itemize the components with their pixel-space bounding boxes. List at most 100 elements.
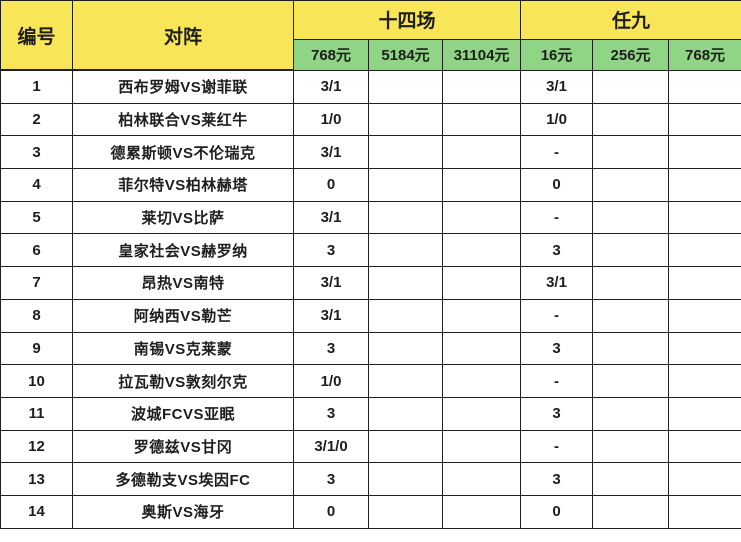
result-14-5184-cell: [368, 462, 443, 496]
header-number: 编号: [0, 0, 73, 71]
row-number-cell: 3: [0, 135, 73, 170]
result-14-31104-cell: [441, 233, 522, 268]
result-r9-256-cell: [592, 266, 670, 300]
result-14-31104-cell: [441, 429, 522, 464]
table-row: 12 罗德兹VS甘冈 3/1/0 -: [0, 429, 741, 464]
result-r9-768-cell: [668, 331, 741, 366]
table-row: 7 昂热VS南特 3/1 3/1: [0, 266, 741, 300]
row-number-cell: 4: [0, 168, 73, 202]
result-14-31104-cell: [441, 102, 522, 137]
table-header: 编号 对阵 十四场 任九 768元 5184元 31104元 16元 256元 …: [0, 0, 741, 71]
row-number-cell: 10: [0, 364, 73, 398]
result-14-5184-cell: [368, 429, 443, 464]
matchup-cell: 多德勒支VS埃因FC: [72, 462, 294, 496]
result-14-5184-cell: [368, 69, 443, 104]
row-number-cell: 5: [0, 200, 73, 235]
table-body: 1 西布罗姆VS谢菲联 3/1 3/1 2 柏林联合VS莱红牛 1/0 1/0: [0, 69, 741, 529]
result-r9-256-cell: [592, 364, 670, 398]
result-r9-768-cell: [668, 298, 741, 333]
row-number-cell: 8: [0, 298, 73, 333]
result-r9-256-cell: [592, 102, 670, 137]
matchup-cell: 昂热VS南特: [72, 266, 294, 300]
matchup-cell: 阿纳西VS勒芒: [72, 298, 294, 333]
result-r9-768-cell: [668, 266, 741, 300]
table-row: 13 多德勒支VS埃因FC 3 3: [0, 462, 741, 496]
result-14-768-cell: 1/0: [293, 364, 369, 398]
result-r9-768-cell: [668, 168, 741, 202]
header-price-14-5184: 5184元: [368, 38, 443, 71]
result-r9-256-cell: [592, 331, 670, 366]
result-r9-256-cell: [592, 298, 670, 333]
matchup-cell: 莱切VS比萨: [72, 200, 294, 235]
row-number-cell: 13: [0, 462, 73, 496]
result-14-768-cell: 3/1: [293, 200, 369, 235]
header-row-prices: 768元 5184元 31104元 16元 256元 768元: [1, 38, 741, 71]
result-14-5184-cell: [368, 298, 443, 333]
result-14-5184-cell: [368, 135, 443, 170]
table-row: 10 拉瓦勒VS敦刻尔克 1/0 -: [0, 364, 741, 398]
matchup-cell: 波城FCVS亚眠: [72, 396, 294, 431]
header-group-14games: 十四场: [292, 0, 522, 40]
result-r9-768-cell: [668, 69, 741, 104]
result-14-768-cell: 3/1: [293, 135, 369, 170]
row-number-cell: 7: [0, 266, 73, 300]
result-r9-256-cell: [592, 135, 670, 170]
result-r9-16-cell: -: [520, 429, 594, 464]
result-14-5184-cell: [368, 331, 443, 366]
table-row: 14 奥斯VS海牙 0 0: [0, 494, 741, 529]
result-r9-16-cell: -: [520, 364, 594, 398]
result-r9-16-cell: 0: [520, 494, 594, 529]
result-14-5184-cell: [368, 168, 443, 202]
result-14-768-cell: 3: [293, 331, 369, 366]
result-r9-16-cell: 3/1: [520, 69, 594, 104]
result-r9-256-cell: [592, 494, 670, 529]
row-number-cell: 6: [0, 233, 73, 268]
result-r9-768-cell: [668, 494, 741, 529]
result-14-31104-cell: [441, 168, 522, 202]
result-r9-16-cell: 3: [520, 233, 594, 268]
result-14-31104-cell: [441, 135, 522, 170]
lottery-odds-table: 编号 对阵 十四场 任九 768元 5184元 31104元 16元 256元 …: [0, 0, 741, 529]
result-14-31104-cell: [441, 200, 522, 235]
result-14-768-cell: 3: [293, 396, 369, 431]
result-14-31104-cell: [441, 298, 522, 333]
matchup-cell: 西布罗姆VS谢菲联: [72, 69, 294, 104]
header-price-r9-768: 768元: [668, 38, 741, 71]
result-14-5184-cell: [368, 233, 443, 268]
result-r9-16-cell: 3: [520, 462, 594, 496]
result-r9-16-cell: 3: [520, 396, 594, 431]
result-r9-16-cell: 3: [520, 331, 594, 366]
result-14-31104-cell: [441, 396, 522, 431]
result-r9-768-cell: [668, 200, 741, 235]
table-row: 3 德累斯顿VS不伦瑞克 3/1 -: [0, 135, 741, 170]
result-r9-768-cell: [668, 135, 741, 170]
result-14-5184-cell: [368, 200, 443, 235]
row-number-cell: 9: [0, 331, 73, 366]
result-14-768-cell: 3/1: [293, 298, 369, 333]
result-14-31104-cell: [441, 331, 522, 366]
table-row: 4 菲尔特VS柏林赫塔 0 0: [0, 168, 741, 202]
result-r9-16-cell: -: [520, 298, 594, 333]
header-price-14-768: 768元: [293, 38, 369, 71]
header-price-r9-256: 256元: [592, 38, 670, 71]
result-14-31104-cell: [441, 266, 522, 300]
result-14-768-cell: 3: [293, 233, 369, 268]
table-row: 6 皇家社会VS赫罗纳 3 3: [0, 233, 741, 268]
matchup-cell: 南锡VS克莱蒙: [72, 331, 294, 366]
result-r9-256-cell: [592, 233, 670, 268]
row-number-cell: 12: [0, 429, 73, 464]
result-14-5184-cell: [368, 102, 443, 137]
result-r9-16-cell: 3/1: [520, 266, 594, 300]
result-14-31104-cell: [441, 462, 522, 496]
result-r9-16-cell: -: [520, 200, 594, 235]
result-r9-768-cell: [668, 462, 741, 496]
result-14-5184-cell: [368, 494, 443, 529]
header-group-ren9: 任九: [520, 0, 741, 40]
result-14-768-cell: 3/1/0: [293, 429, 369, 464]
result-14-5184-cell: [368, 364, 443, 398]
result-14-768-cell: 0: [293, 494, 369, 529]
result-r9-768-cell: [668, 364, 741, 398]
header-row-groups: 编号 对阵 十四场 任九: [0, 0, 741, 71]
result-r9-768-cell: [668, 429, 741, 464]
result-14-768-cell: 3/1: [293, 69, 369, 104]
